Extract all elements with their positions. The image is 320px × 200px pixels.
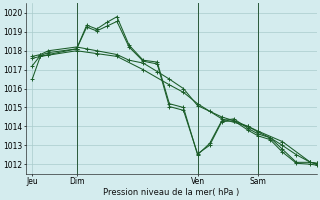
X-axis label: Pression niveau de la mer( hPa ): Pression niveau de la mer( hPa ) bbox=[103, 188, 239, 197]
